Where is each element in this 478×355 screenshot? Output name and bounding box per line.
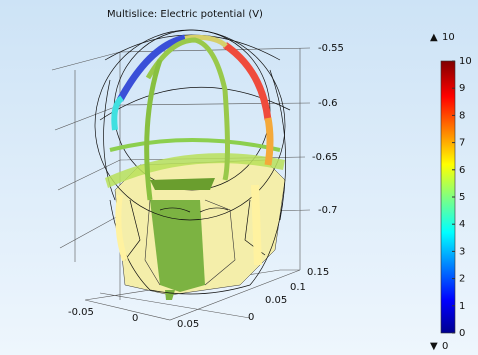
colorbar-max-marker: ▲ <box>430 32 438 43</box>
colorbar-tick-label: 5 <box>459 192 465 203</box>
colorbar-tick-label: 10 <box>459 56 472 67</box>
plot-title: Multislice: Electric potential (V) <box>107 9 263 20</box>
colorbar-tick-label: 6 <box>459 165 465 176</box>
colorbar-tick-label: 1 <box>459 301 465 312</box>
colorbar-max: 10 <box>442 32 455 43</box>
z-tick-label: -0.6 <box>318 98 338 109</box>
colorbar-tick-label: 8 <box>459 110 465 121</box>
plot-window: Multislice: Electric potential (V) ▲ 10 … <box>0 0 478 355</box>
colorbar-tick-label: 2 <box>459 274 465 285</box>
x-tick-label: 0.05 <box>177 319 199 330</box>
y-tick-label: 0.1 <box>290 282 306 293</box>
colorbar-tick-label: 9 <box>459 83 465 94</box>
y-tick-label: 0 <box>248 312 254 323</box>
x-tick-label: 0 <box>132 313 138 324</box>
colorbar-tick-label: 3 <box>459 246 465 257</box>
z-tick-label: -0.55 <box>318 43 344 54</box>
colorbar-min-marker: ▼ <box>430 341 438 352</box>
z-tick-label: -0.65 <box>312 152 338 163</box>
y-tick-label: 0.15 <box>307 267 329 278</box>
y-tick-label: 0.05 <box>265 295 287 306</box>
colorbar-tick-label: 0 <box>459 328 465 339</box>
colorbar-min: 0 <box>442 341 448 352</box>
colorbar-tick-label: 7 <box>459 138 465 149</box>
z-tick-label: -0.7 <box>318 205 338 216</box>
colorbar-tick-label: 4 <box>459 219 465 230</box>
page: Multislice: Electric potential (V) ▲ 10 … <box>0 0 478 355</box>
x-tick-label: -0.05 <box>68 307 94 318</box>
